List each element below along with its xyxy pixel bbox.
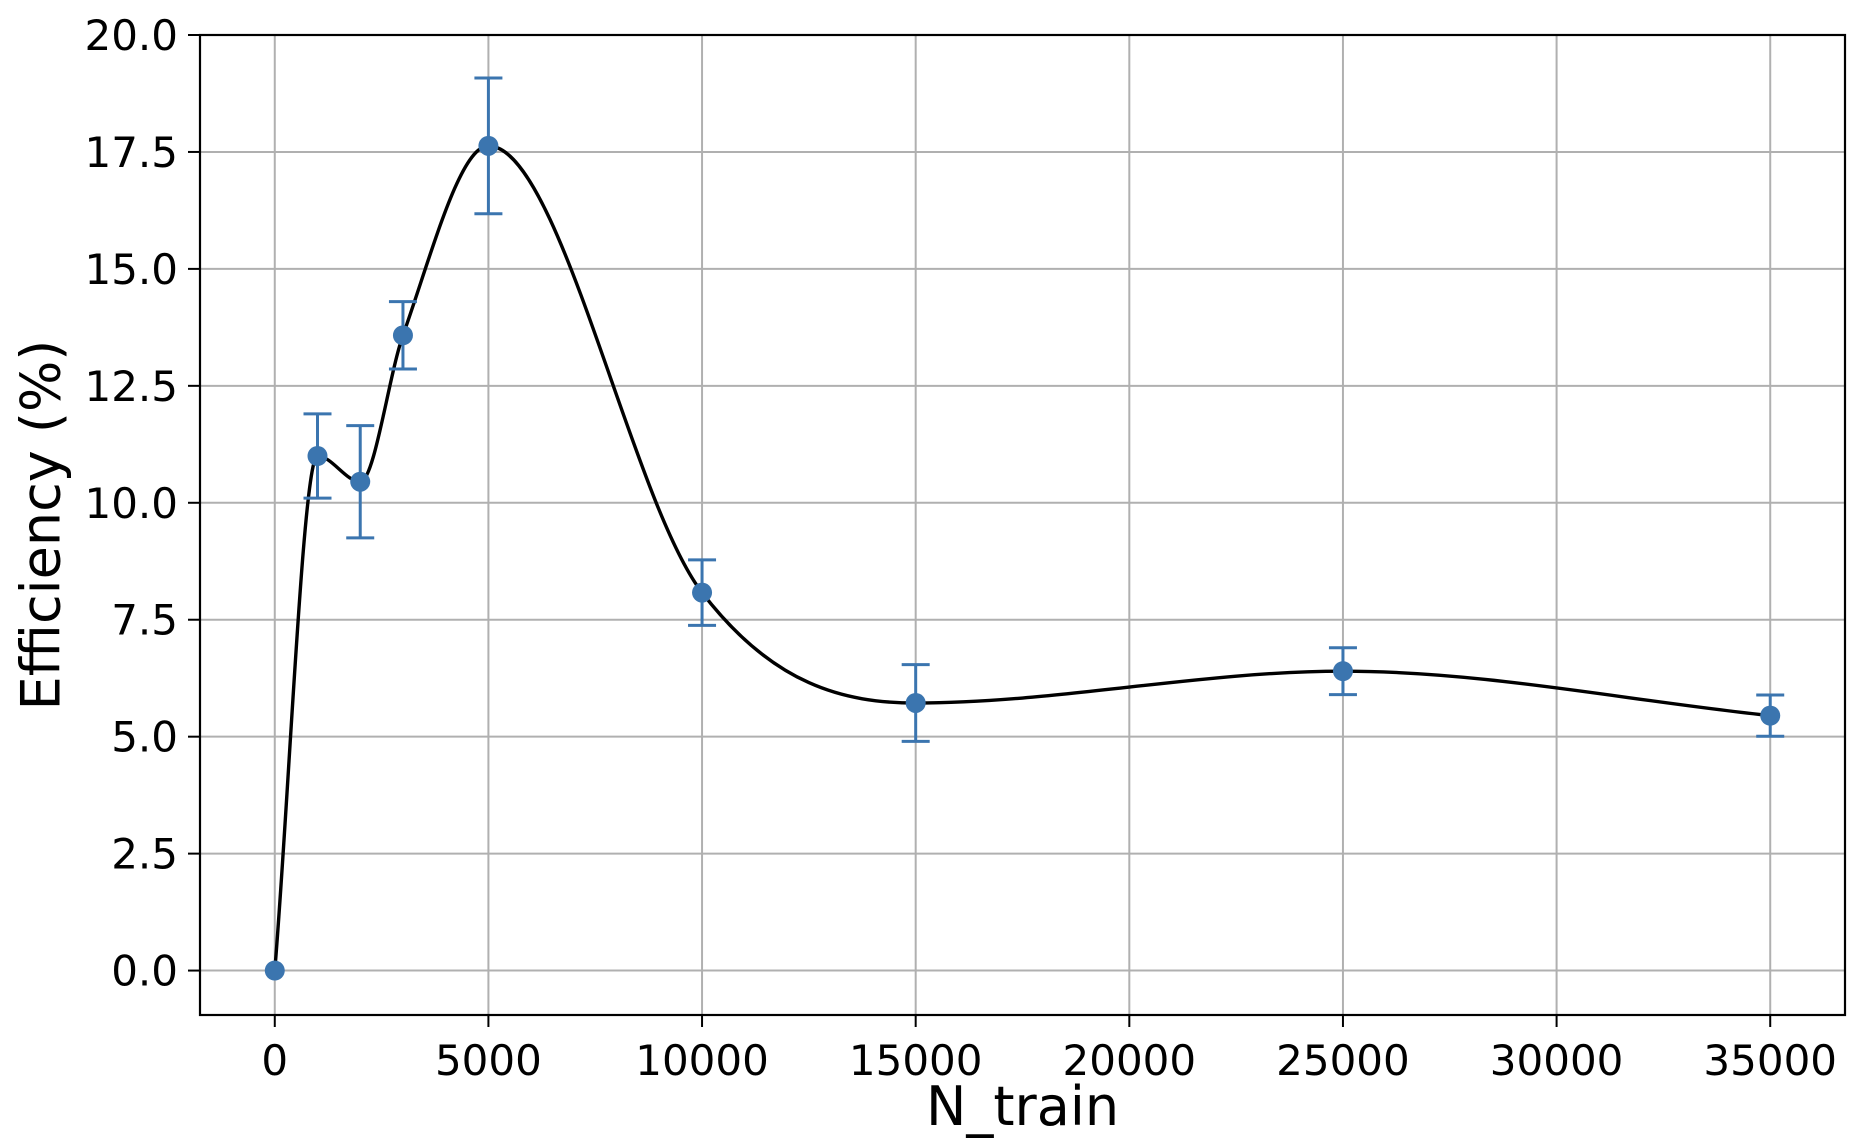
data-point: [905, 692, 926, 713]
y-tick-label: 7.5: [111, 596, 178, 645]
data-point: [692, 582, 713, 603]
plot-frame: [198, 33, 1847, 1017]
y-axis-label: Efficiency (%): [10, 340, 73, 711]
x-tick-label: 25000: [1276, 1036, 1410, 1085]
data-point: [1760, 705, 1781, 726]
grid: [200, 34, 1845, 1015]
tick-labels: 0 5000 10000 15000 20000 25000 30000 35000 0.0 2.…: [84, 11, 1837, 1085]
data-point: [1332, 661, 1353, 682]
y-tick-label: 20.0: [84, 11, 178, 60]
data-point: [392, 325, 413, 346]
y-tick-label: 12.5: [84, 362, 178, 411]
y-tick-label: 2.5: [111, 830, 178, 879]
ticks: [188, 34, 1772, 1027]
y-tick-label: 15.0: [84, 245, 178, 294]
data-point: [478, 135, 499, 156]
x-tick-label: 5000: [435, 1036, 542, 1085]
data-point: [264, 960, 285, 981]
x-tick-label: 30000: [1490, 1036, 1624, 1085]
y-tick-label: 10.0: [84, 479, 178, 528]
x-tick-label: 0: [261, 1036, 288, 1085]
x-tick-label: 20000: [1063, 1036, 1197, 1085]
y-tick-label: 17.5: [84, 128, 178, 177]
y-tick-label: 5.0: [111, 713, 178, 762]
data-point: [350, 471, 371, 492]
x-tick-label: 15000: [849, 1036, 983, 1085]
y-tick-label: 0.0: [111, 947, 178, 996]
data-point: [307, 446, 328, 467]
x-tick-label: 35000: [1703, 1036, 1837, 1085]
x-axis-label: N_train: [926, 1075, 1119, 1138]
data-points: [264, 135, 1781, 981]
x-tick-label: 10000: [635, 1036, 769, 1085]
